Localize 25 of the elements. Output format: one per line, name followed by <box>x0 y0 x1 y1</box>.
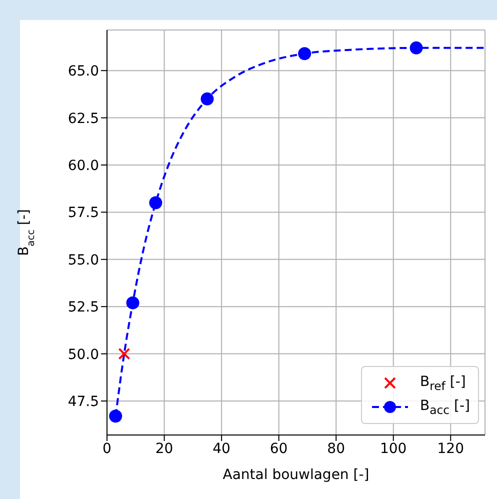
y-tick-label: 57.5 <box>68 205 99 222</box>
point <box>410 41 423 54</box>
point <box>200 92 214 106</box>
point <box>126 296 140 310</box>
point <box>118 348 130 360</box>
x-tick-label: 40 <box>212 440 230 457</box>
x-tick-label: 100 <box>380 440 407 457</box>
x-tick-label: 120 <box>437 440 464 457</box>
point <box>109 410 122 423</box>
y-tick-label: 65.0 <box>68 64 99 80</box>
legend-label: B$_{ref}$ [-] <box>420 374 466 392</box>
y-tick-label: 60.0 <box>68 158 99 174</box>
point <box>149 196 162 210</box>
point <box>298 47 312 60</box>
y-tick-label: 50.0 <box>68 346 99 363</box>
y-tick-label: 62.5 <box>68 110 99 127</box>
legend-label: B$_{acc}$ [-] <box>420 398 470 416</box>
y-tick-label: 52.5 <box>68 300 99 316</box>
x-tick-label: 0 <box>102 440 112 457</box>
x-tick-label: 80 <box>327 440 346 457</box>
y-tick-label: 55.0 <box>68 252 99 268</box>
y-tick-label: 47.5 <box>68 394 99 410</box>
x-tick-label: 60 <box>270 440 288 457</box>
x-axis-title: Aantal bouwlagen [-] <box>222 467 370 483</box>
x-tick-label: 20 <box>155 440 174 457</box>
